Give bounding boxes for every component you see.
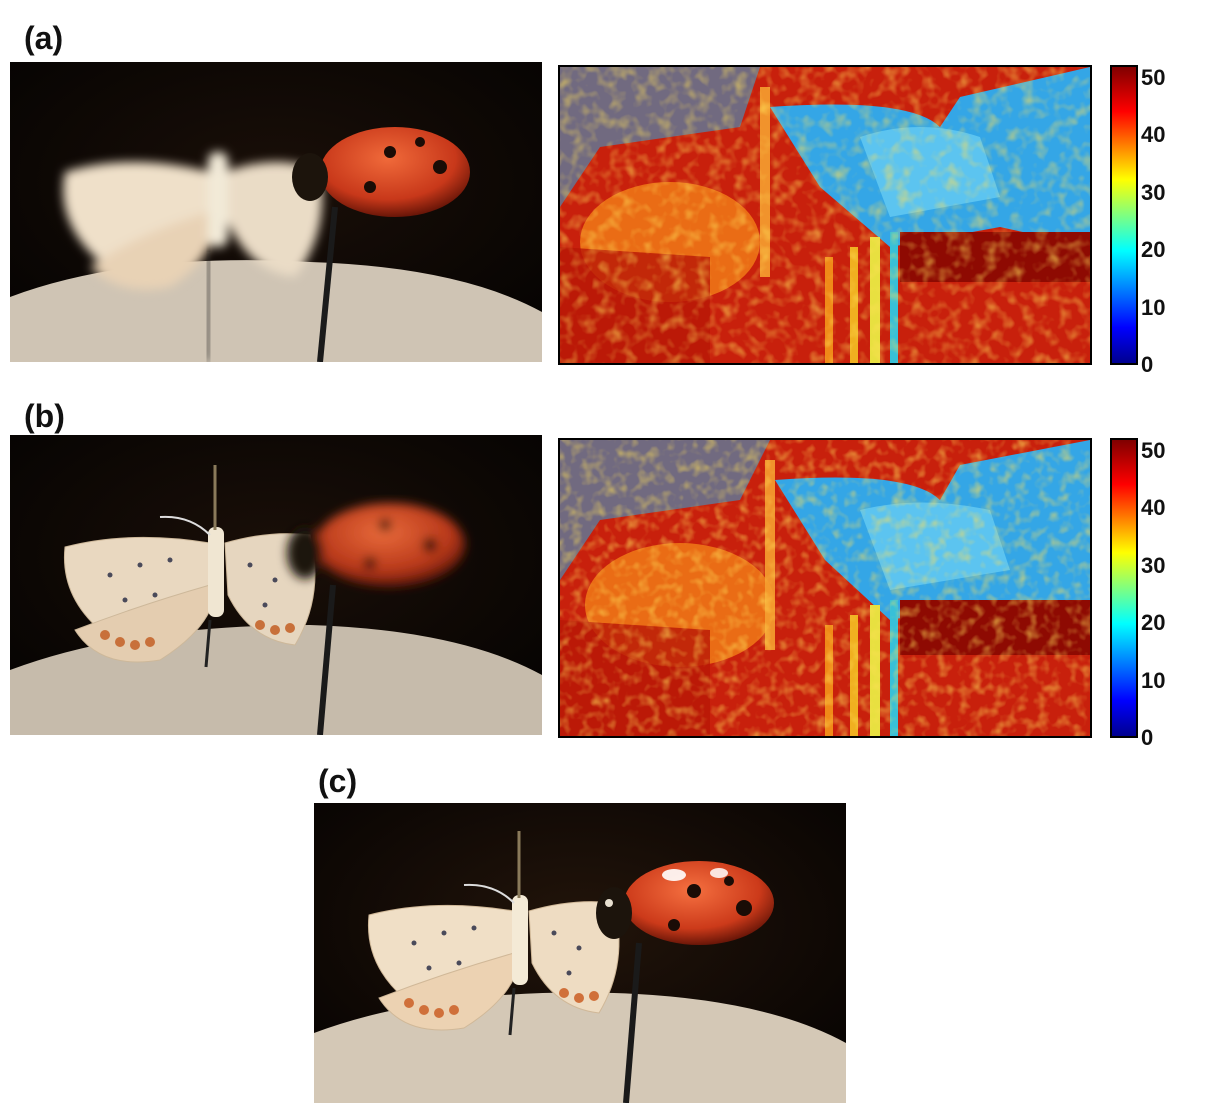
colorbar-b: [1110, 438, 1138, 738]
depth-map-a: [558, 65, 1092, 365]
photo-b-butterfly-ladybug: [10, 435, 542, 735]
colorbar-a: [1110, 65, 1138, 365]
colorbar-a-tick-30: 30: [1141, 180, 1166, 205]
colorbar-b-tick-10: 10: [1141, 668, 1166, 693]
colorbar-b-tick-30: 30: [1141, 553, 1166, 578]
photo-a-butterfly-ladybug: [10, 62, 542, 362]
colorbar-a-tick-50: 50: [1141, 65, 1166, 90]
colorbar-b-tick-20: 20: [1141, 610, 1166, 635]
colorbar-a-tick-40: 40: [1141, 122, 1166, 147]
depth-map-b: [558, 438, 1092, 738]
panel-label-b: (b): [24, 398, 65, 434]
colorbar-b-tick-50: 50: [1141, 438, 1166, 463]
colorbar-b-tick-0: 0: [1141, 725, 1154, 750]
colorbar-a-tick-20: 20: [1141, 237, 1166, 262]
colorbar-a-tick-10: 10: [1141, 295, 1166, 320]
colorbar-a-tick-0: 0: [1141, 352, 1154, 377]
colorbar-b-tick-40: 40: [1141, 495, 1166, 520]
photo-c-all-in-focus: [314, 803, 846, 1103]
panel-label-c: (c): [318, 763, 358, 799]
panel-label-a: (a): [24, 20, 64, 56]
